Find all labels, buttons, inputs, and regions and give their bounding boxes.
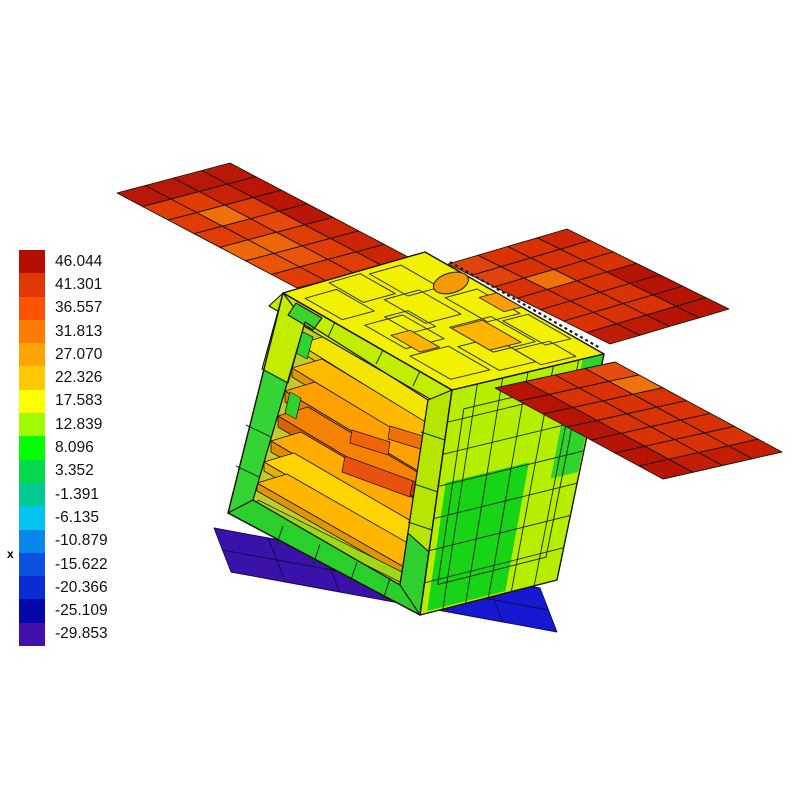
legend-value-label: -6.135: [55, 508, 99, 526]
legend-entry: 17.583: [19, 389, 108, 414]
legend-value-label: 8.096: [55, 439, 94, 457]
legend-entry: 8.096: [19, 436, 108, 460]
legend-value-label: 46.044: [55, 252, 103, 270]
legend-entry: -6.135: [19, 506, 108, 530]
legend-entry: 36.557: [19, 296, 108, 320]
temperature-colorbar-legend: 46.044 41.301 36.557 31.813 27.070 22.326 17.5…: [19, 250, 108, 647]
legend-color-swatch: [19, 389, 45, 414]
legend-color-swatch: [19, 576, 45, 600]
legend-color-swatch: [19, 250, 45, 274]
hot-board-patch: [387, 425, 428, 458]
top-face-patch-outline: [328, 273, 396, 303]
legend-value-label: -15.622: [55, 555, 108, 573]
hot-board-patch: [349, 429, 391, 456]
legend-entry: 41.301: [19, 273, 108, 297]
legend-value-label: 22.326: [55, 369, 103, 387]
legend-value-label: -1.391: [55, 485, 99, 503]
legend-value-label: 17.583: [55, 392, 103, 410]
legend-entry: -20.366: [19, 576, 108, 600]
legend-entry: 22.326: [19, 366, 108, 390]
top-face-patch-outline: [364, 314, 445, 350]
grid-cell: [493, 599, 558, 633]
legend-color-swatch: [19, 319, 45, 344]
body-front-frame: [227, 292, 453, 616]
legend-value-label: 12.839: [55, 415, 103, 433]
hot-board-patch: [341, 455, 414, 498]
legend-entry: 3.352: [19, 459, 108, 483]
legend-color-swatch: [19, 482, 45, 507]
x-axis-marker: x: [7, 547, 14, 561]
legend-entry: 12.839: [19, 413, 108, 437]
front-opening-outline: [252, 321, 429, 586]
legend-entry: -15.622: [19, 552, 108, 577]
top-face-patch: [390, 329, 440, 353]
right-face-outline: [419, 353, 605, 616]
legend-value-label: -25.109: [55, 602, 108, 620]
top-face-patch-outline: [383, 289, 462, 324]
legend-color-swatch: [19, 506, 45, 530]
top-face-patch: [450, 319, 522, 351]
grid-cell: [270, 266, 326, 289]
legend-value-label: 27.070: [55, 345, 103, 363]
legend-entry: 46.044: [19, 250, 108, 274]
top-face-patch-outline: [384, 310, 437, 334]
legend-value-label: -10.879: [55, 532, 108, 550]
solar-array-upper-right: [447, 228, 730, 345]
legend-color-swatch: [19, 296, 45, 320]
interior-frame-bit: [284, 391, 302, 420]
legend-value-label: -29.853: [55, 625, 108, 643]
legend-value-label: 3.352: [55, 462, 94, 480]
solar-array-lower-right: [494, 361, 783, 480]
top-face-patch-outline: [409, 345, 491, 380]
top-face-patch-outline: [502, 313, 572, 346]
legend-color-swatch: [19, 366, 45, 390]
top-face-patch-outline: [304, 288, 375, 321]
legend-color-swatch: [19, 273, 45, 297]
legend-color-swatch: [19, 343, 45, 367]
legend-value-label: 36.557: [55, 299, 103, 317]
top-face-patch-outline: [444, 288, 521, 323]
legend-color-swatch: [19, 599, 45, 623]
legend-value-label: 31.813: [55, 322, 103, 340]
legend-color-swatch: [19, 529, 45, 553]
legend-entry: -10.879: [19, 529, 108, 553]
solar-array-left: [116, 162, 411, 289]
top-face-patch: [478, 292, 523, 313]
top-face-patch-outline: [514, 340, 577, 366]
legend-value-label: -20.366: [55, 578, 108, 596]
legend-value-label: 41.301: [55, 275, 103, 293]
body-top-panel: [282, 251, 605, 391]
legend-color-swatch: [19, 552, 45, 577]
legend-entry: -25.109: [19, 599, 108, 623]
legend-color-swatch: [19, 413, 45, 437]
right-face-patch: [427, 462, 529, 611]
top-face-antenna-patch: [432, 271, 470, 295]
frame-band: [287, 302, 323, 331]
legend-entry: 27.070: [19, 343, 108, 367]
legend-color-swatch: [19, 622, 45, 647]
legend-color-swatch: [19, 436, 45, 460]
grid-cell: [586, 323, 641, 345]
legend-entry: -1.391: [19, 482, 108, 507]
legend-entry: -29.853: [19, 622, 108, 647]
grid-cell: [638, 458, 694, 480]
legend-color-swatch: [19, 459, 45, 483]
legend-entry: 31.813: [19, 319, 108, 344]
